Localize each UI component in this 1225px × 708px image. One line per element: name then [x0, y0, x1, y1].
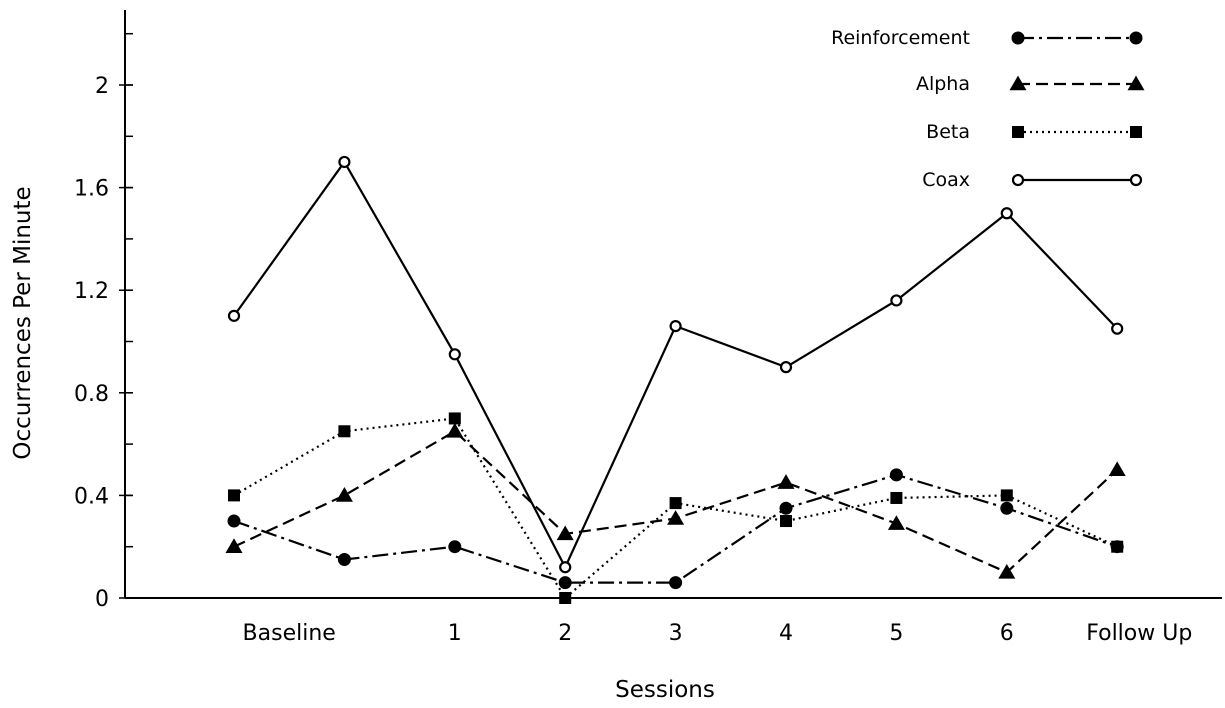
y-tick-label: 2: [95, 74, 109, 99]
coax-marker: [1129, 173, 1143, 187]
x-tick-label: 2: [558, 621, 572, 646]
y-tick-label: 1.6: [74, 177, 109, 202]
beta-marker: [1000, 489, 1013, 502]
x-tick-label: 3: [669, 621, 683, 646]
coax-marker: [227, 309, 241, 322]
legend-item-alpha: Alpha: [916, 73, 1145, 95]
alpha-marker: [777, 474, 795, 489]
beta-marker: [890, 491, 903, 504]
reinforcement-marker: [1000, 501, 1014, 515]
alpha-marker: [667, 510, 685, 525]
y-tick-label: 0.8: [74, 382, 109, 407]
series-reinforcement: [227, 468, 1124, 590]
reinforcement-marker: [448, 540, 462, 554]
coax-marker: [1011, 173, 1025, 187]
series-coax: [227, 155, 1124, 574]
x-axis-title: Sessions: [615, 677, 715, 703]
legend-label: Coax: [922, 169, 970, 191]
beta-marker: [448, 412, 461, 425]
beta-marker: [1012, 126, 1024, 138]
coax-marker: [448, 348, 461, 361]
beta-marker: [669, 497, 682, 510]
legend-label: Reinforcement: [831, 27, 970, 49]
coax-marker: [1000, 207, 1013, 220]
coax-marker: [338, 155, 351, 169]
legend-label: Beta: [926, 121, 970, 143]
series-alpha: [225, 422, 1126, 579]
y-axis: 0 0.4 0.8 1.2 1.6 2: [74, 10, 133, 612]
legend-item-coax: Coax: [922, 169, 1143, 191]
coax-marker: [669, 320, 682, 333]
coax-marker: [779, 361, 793, 374]
x-tick-label: 6: [1000, 621, 1014, 646]
beta-marker: [1111, 540, 1124, 553]
x-axis: Baseline 1 2 3 4 5 6 Follow Up: [125, 597, 1222, 646]
beta-marker: [1130, 126, 1142, 138]
reinforcement-marker: [669, 576, 683, 590]
beta-marker: [559, 592, 572, 604]
alpha-marker: [998, 563, 1016, 579]
alpha-marker: [335, 487, 353, 502]
x-tick-label: Baseline: [243, 621, 336, 646]
legend-item-reinforcement: Reinforcement: [831, 27, 1143, 49]
x-tick-label: 1: [448, 621, 462, 646]
y-axis-title: Occurrences Per Minute: [10, 186, 36, 459]
reinforcement-marker: [889, 468, 903, 482]
y-tick-label: 0: [95, 587, 109, 612]
reinforcement-marker: [1129, 31, 1143, 45]
reinforcement-marker: [227, 514, 241, 528]
beta-marker: [228, 489, 240, 502]
x-tick-label: 4: [779, 621, 793, 646]
series-beta: [228, 412, 1124, 604]
reinforcement-marker: [337, 553, 351, 567]
beta-marker: [338, 425, 351, 438]
y-tick-label: 0.4: [74, 484, 109, 509]
coax-marker: [1111, 322, 1124, 335]
series-layer: [225, 155, 1126, 604]
x-tick-label: Follow Up: [1086, 621, 1192, 646]
alpha-marker: [1127, 75, 1145, 91]
reinforcement-marker: [1011, 31, 1025, 45]
y-tick-label: 1.2: [74, 279, 109, 304]
alpha-marker: [1009, 75, 1027, 91]
beta-marker: [780, 515, 792, 528]
alpha-marker: [446, 422, 464, 438]
coax-marker: [559, 561, 572, 574]
x-tick-label: 5: [889, 621, 903, 646]
legend-label: Alpha: [916, 73, 970, 95]
coax-marker: [890, 294, 903, 307]
reinforcement-line: [233, 473, 1118, 584]
alpha-marker: [225, 538, 243, 553]
legend-item-beta: Beta: [926, 121, 1142, 143]
alpha-marker: [556, 525, 574, 541]
reinforcement-marker: [779, 501, 793, 515]
legend: Reinforcement Alpha Beta Coax: [831, 27, 1145, 191]
alpha-marker: [887, 515, 905, 530]
reinforcement-marker: [558, 576, 572, 590]
alpha-marker: [1108, 461, 1126, 477]
